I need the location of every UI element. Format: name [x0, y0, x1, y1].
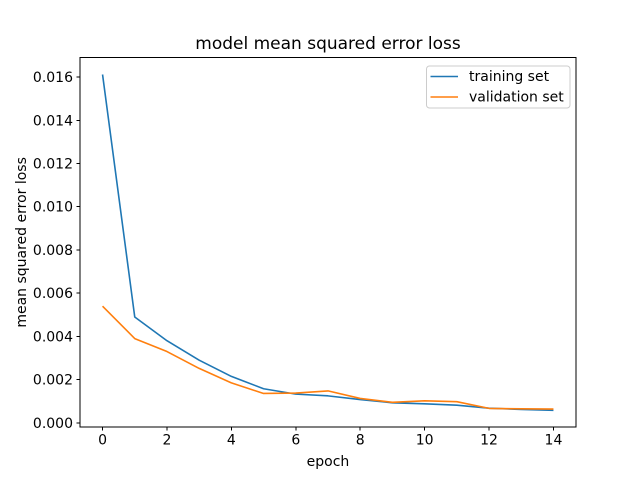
legend-label-validation-set: validation set [469, 90, 564, 106]
axes: 0 2 4 6 8 10 12 14 0.000 0.002 0.004 0.006 0.008 0.01… [33, 57, 577, 449]
y-tick-label: 0.012 [33, 157, 73, 173]
series-line-validation-set [101, 305, 554, 410]
legend-box [426, 65, 571, 109]
x-tick-label: 14 [545, 433, 563, 449]
y-tick-label: 0.002 [33, 373, 73, 389]
y-tick-label: 0.014 [33, 113, 73, 129]
series-line-training-set [101, 74, 554, 412]
x-tick-label: 0 [98, 433, 107, 449]
x-axis-label: epoch [307, 454, 350, 470]
y-tick-label: 0.004 [33, 329, 73, 345]
x-tick-label: 8 [356, 433, 365, 449]
series-lines [101, 74, 554, 412]
x-tick-label: 4 [227, 433, 236, 449]
x-tick-label: 12 [480, 433, 498, 449]
x-tick-label: 6 [291, 433, 300, 449]
x-tick-label: 10 [416, 433, 434, 449]
chart-title: model mean squared error loss [195, 34, 461, 54]
plot-border [79, 57, 577, 428]
legend-label-training-set: training set [469, 69, 550, 85]
y-tick-label: 0.016 [33, 70, 73, 86]
x-tick-label: 2 [163, 433, 172, 449]
y-tick-label: 0.006 [33, 286, 73, 302]
y-tick-label: 0.000 [33, 416, 73, 432]
y-tick-label: 0.010 [33, 200, 73, 216]
legend: training set validation set [426, 65, 571, 109]
y-axis-label: mean squared error loss [14, 157, 30, 328]
y-tick-label: 0.008 [33, 243, 73, 259]
